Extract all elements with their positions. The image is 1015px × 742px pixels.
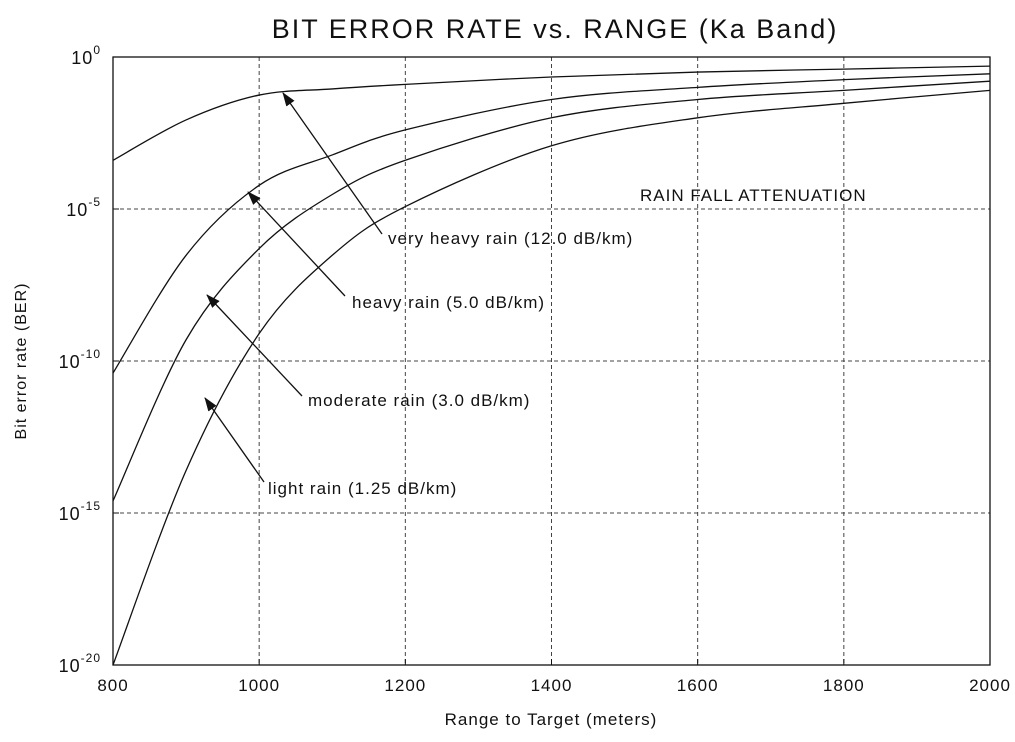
y-tick-label: 10-20 bbox=[59, 651, 101, 676]
x-tick-label: 1600 bbox=[677, 676, 719, 695]
annotation: very heavy rain (12.0 dB/km) bbox=[388, 229, 633, 248]
x-tick-label: 1800 bbox=[823, 676, 865, 695]
y-tick-exponent: -15 bbox=[81, 499, 101, 513]
arrow bbox=[247, 191, 346, 297]
y-tick-exponent: -5 bbox=[88, 195, 101, 209]
y-axis-label: Bit error rate (BER) bbox=[13, 283, 30, 440]
line-series bbox=[112, 73, 991, 374]
y-tick-exponent: -10 bbox=[81, 347, 101, 361]
line-series bbox=[112, 89, 991, 666]
line-series bbox=[112, 80, 991, 502]
x-tick-label: 800 bbox=[97, 676, 128, 695]
x-tick-label: 2000 bbox=[969, 676, 1011, 695]
x-tick-label: 1400 bbox=[531, 676, 573, 695]
y-tick-base: 10 bbox=[59, 656, 81, 676]
y-tick-exponent: -20 bbox=[81, 651, 101, 665]
x-axis-label: Range to Target (meters) bbox=[445, 710, 658, 729]
y-tick-label: 100 bbox=[71, 43, 101, 68]
plot-area bbox=[112, 56, 991, 666]
arrow bbox=[204, 397, 265, 483]
arrow bbox=[206, 294, 303, 397]
annotation: RAIN FALL ATTENUATION bbox=[640, 186, 867, 205]
annotation: moderate rain (3.0 dB/km) bbox=[308, 391, 530, 410]
arrow bbox=[282, 92, 383, 235]
y-tick-label: 10-15 bbox=[59, 499, 101, 524]
y-tick-label: 10-5 bbox=[66, 195, 101, 220]
y-tick-base: 10 bbox=[71, 48, 93, 68]
x-tick-label: 1200 bbox=[384, 676, 426, 695]
annotation: heavy rain (5.0 dB/km) bbox=[352, 293, 545, 312]
x-tick-label: 1000 bbox=[238, 676, 280, 695]
chart-title: BIT ERROR RATE vs. RANGE (Ka Band) bbox=[272, 14, 839, 44]
y-tick-base: 10 bbox=[66, 200, 88, 220]
y-tick-base: 10 bbox=[59, 352, 81, 372]
annotation: light rain (1.25 dB/km) bbox=[268, 479, 457, 498]
y-tick-base: 10 bbox=[59, 504, 81, 524]
y-tick-exponent: 0 bbox=[93, 43, 101, 57]
y-tick-label: 10-10 bbox=[59, 347, 101, 372]
line-series bbox=[112, 65, 991, 161]
